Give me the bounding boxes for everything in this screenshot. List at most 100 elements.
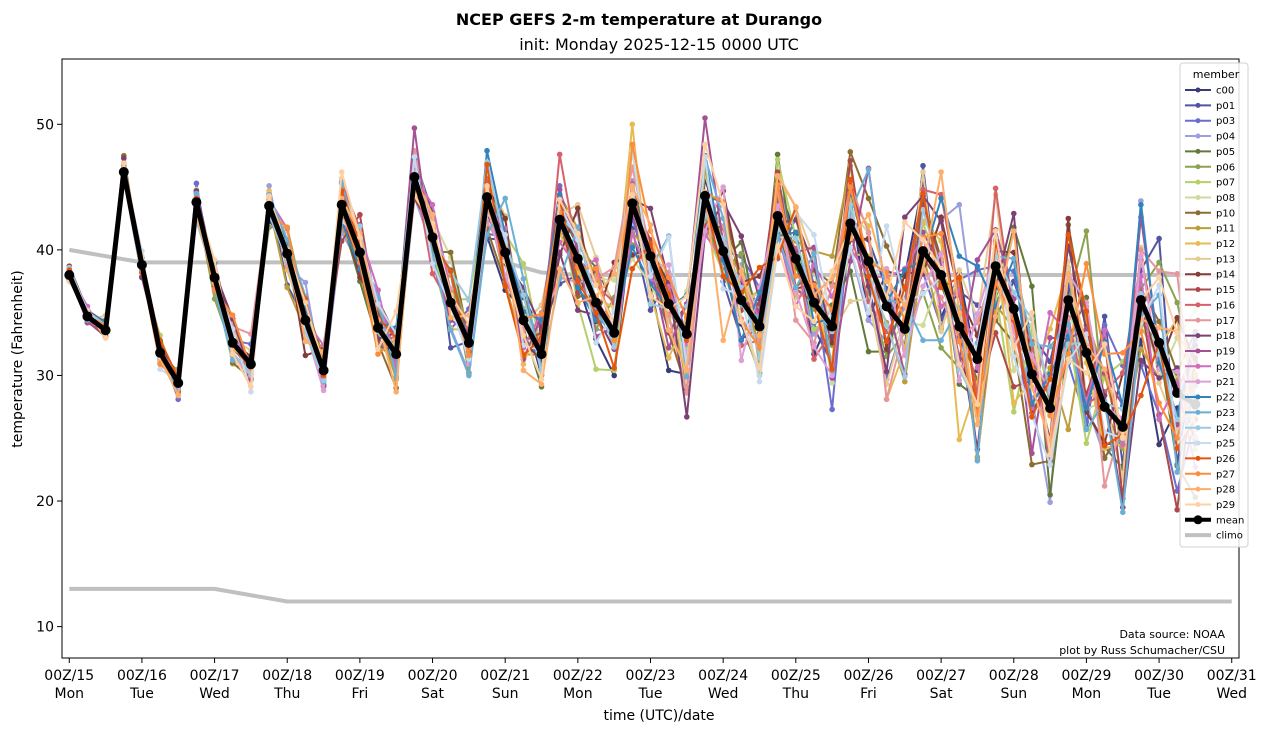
member-point-p01 [647,307,654,314]
mean-point [136,259,147,270]
member-point-p20 [375,287,381,293]
legend-marker [1195,164,1201,170]
mean-point [282,248,293,259]
mean-point [718,246,729,257]
member-point-p10 [447,249,454,256]
member-point-p26 [1101,443,1108,449]
member-point-p23 [793,284,799,291]
member-point-p23 [865,166,872,173]
legend-label: p18 [1216,331,1235,342]
member-point-p19 [974,257,981,263]
member-point-p23 [811,250,817,257]
mean-point [918,246,928,257]
legend-label: c00 [1216,86,1234,97]
member-point-p29 [793,303,799,310]
x-tick-label: 00Z/26 [843,668,893,684]
x-tick-label: 00Z/31 [1207,668,1257,684]
member-point-p19 [1029,450,1035,457]
x-tick-weekday: Sat [930,686,953,702]
member-point-p21 [811,343,817,350]
x-tick-label: 00Z/23 [626,668,676,684]
member-point-p18 [1011,210,1017,217]
member-point-p05 [1029,283,1035,290]
legend-marker [1195,425,1201,431]
member-point-p23 [684,373,690,380]
member-point-p27 [1156,400,1162,406]
x-tick-weekday: Mon [1072,686,1102,702]
member-point-p07 [811,326,817,332]
mean-point [790,253,801,264]
credit-data-source: Data source: NOAA [1119,628,1225,641]
member-point-p27 [593,265,599,272]
member-point-p26 [1083,308,1090,315]
member-point-p19 [411,125,418,131]
mean-point [1063,295,1074,306]
member-point-p27 [229,312,236,319]
legend-label: p17 [1216,316,1235,327]
member-point-p04 [865,317,872,324]
member-point-p23 [920,337,926,344]
member-point-p04 [302,279,309,286]
member-point-p21 [956,377,963,384]
legend-label: p01 [1216,101,1235,112]
member-point-p18 [902,214,908,220]
member-point-p05 [865,348,872,355]
member-point-p23 [484,232,490,238]
legend-label: p26 [1216,454,1235,465]
y-tick-label: 30 [36,368,54,384]
member-point-p22 [974,263,981,270]
legend-marker [1195,287,1201,293]
member-point-p22 [938,195,944,202]
legend-marker [1195,148,1201,154]
legend-marker [1195,210,1201,216]
member-point-p22 [756,289,763,296]
member-point-p07 [520,260,527,267]
legend-label: p19 [1216,346,1235,357]
x-tick-weekday: Tue [638,686,663,702]
x-tick-label: 00Z/18 [262,668,312,684]
member-point-p15 [357,211,363,218]
member-point-p23 [575,224,581,231]
member-point-p06 [938,345,944,351]
legend-item-p26: p26 [1185,454,1235,465]
legend-marker [1195,102,1201,108]
member-point-p28 [575,299,581,306]
mean-point [827,321,838,332]
x-axis: 00Z/15 Mon 00Z/16 Tue 00Z/17 Wed 00Z/18 Thu 00Z/… [44,658,1257,702]
member-point-p23 [938,337,944,344]
legend-item-p27: p27 [1185,469,1235,480]
legend-label: p15 [1216,285,1235,296]
member-point-p29 [1065,356,1072,362]
member-point-p23 [229,357,236,364]
member-point-p26 [611,365,617,371]
member-point-p08 [1011,367,1017,374]
member-point-p28 [556,265,563,272]
mean-point [373,322,383,333]
mean-point [954,321,965,332]
member-point-p14 [302,352,309,359]
legend: member c00 p01 p03 p04 p05 p06 p07 p08 p10 p11 p12… [1179,62,1249,548]
member-point-p26 [829,366,835,373]
legend-item-p21: p21 [1185,377,1235,388]
plot-area [61,58,1240,659]
member-point-p16 [429,270,436,277]
legend-marker [1195,348,1201,354]
mean-point [1026,369,1037,380]
member-point-p27 [629,141,636,148]
member-point-p23 [447,327,454,334]
mean-point [1008,303,1019,314]
member-point-p28 [1011,228,1017,234]
member-point-p26 [593,309,599,316]
member-point-p22 [956,253,963,259]
mean-point [681,329,692,339]
member-point-p10 [865,195,872,202]
mean-point [645,251,656,262]
x-tick-weekday: Wed [708,686,739,702]
member-point-p28 [865,211,872,218]
legend-label: p28 [1216,485,1235,496]
member-point-p03 [829,406,835,413]
member-point-p29 [1174,330,1180,336]
member-point-p24 [793,235,799,242]
member-point-p19 [847,258,854,265]
member-point-p12 [956,436,963,443]
